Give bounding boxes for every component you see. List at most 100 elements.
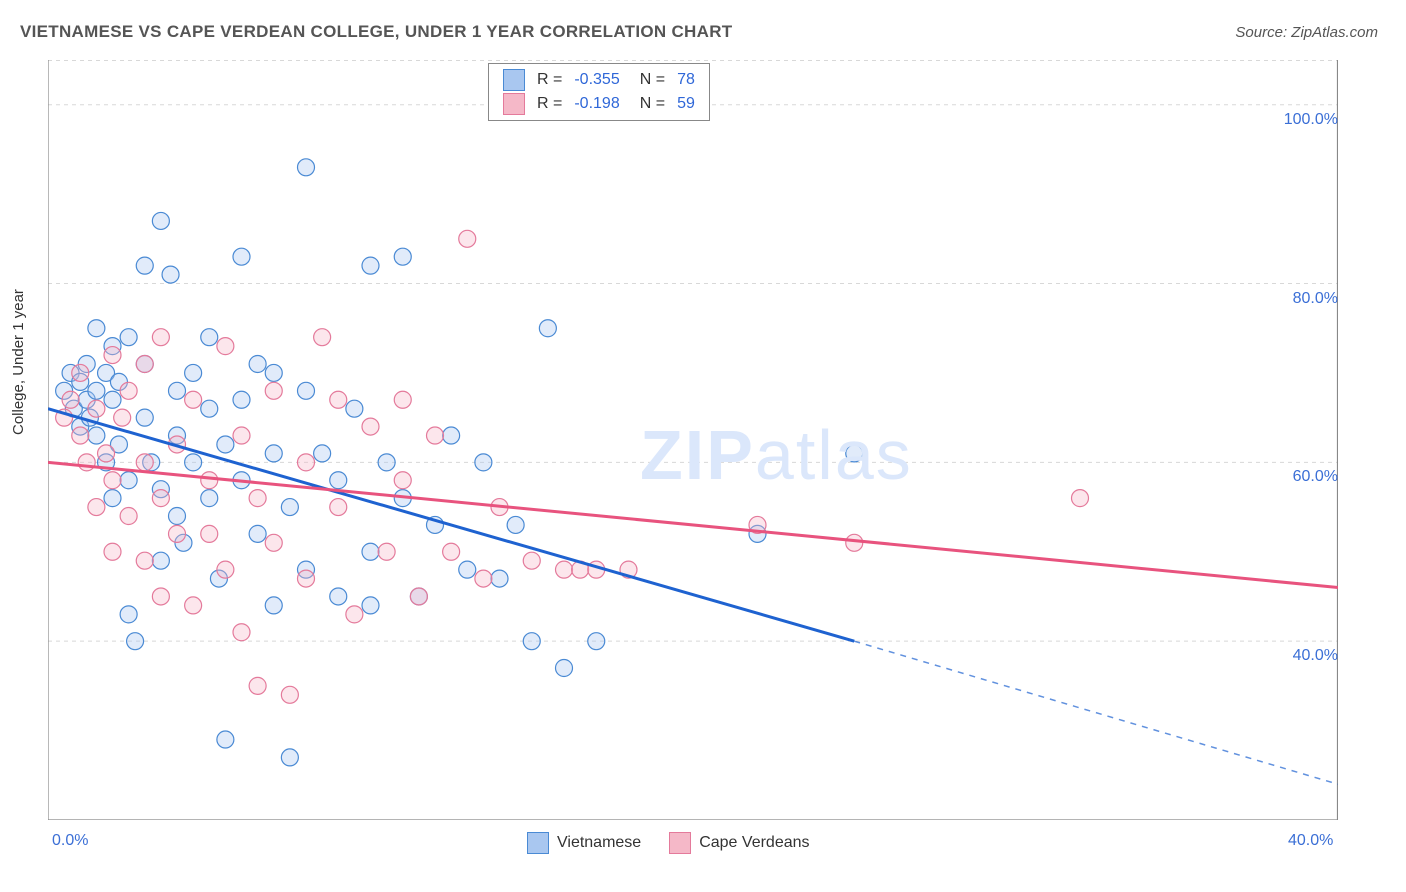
data-point bbox=[120, 472, 137, 489]
data-point bbox=[394, 472, 411, 489]
x-tick-label: 40.0% bbox=[1288, 832, 1333, 850]
legend-item: Cape Verdeans bbox=[669, 832, 809, 854]
n-label: N = bbox=[626, 68, 671, 92]
data-point bbox=[298, 382, 315, 399]
y-tick-label: 40.0% bbox=[1278, 647, 1338, 665]
data-point bbox=[281, 686, 298, 703]
data-point bbox=[1072, 490, 1089, 507]
data-point bbox=[217, 731, 234, 748]
y-tick-label: 100.0% bbox=[1278, 111, 1338, 129]
data-point bbox=[265, 382, 282, 399]
data-point bbox=[443, 543, 460, 560]
data-point bbox=[298, 570, 315, 587]
data-point bbox=[298, 454, 315, 471]
y-tick-label: 60.0% bbox=[1278, 468, 1338, 486]
legend-row: R =-0.198N =59 bbox=[497, 92, 701, 116]
data-point bbox=[136, 454, 153, 471]
data-point bbox=[249, 525, 266, 542]
legend-label: Vietnamese bbox=[557, 834, 641, 852]
series-legend: Vietnamese Cape Verdeans bbox=[527, 832, 838, 859]
chart-title: VIETNAMESE VS CAPE VERDEAN COLLEGE, UNDE… bbox=[20, 22, 732, 42]
n-value: 78 bbox=[671, 68, 701, 92]
data-point bbox=[152, 552, 169, 569]
y-axis-label: College, Under 1 year bbox=[10, 289, 27, 435]
data-point bbox=[459, 561, 476, 578]
data-point bbox=[556, 561, 573, 578]
data-point bbox=[523, 633, 540, 650]
data-point bbox=[410, 588, 427, 605]
data-point bbox=[185, 597, 202, 614]
data-point bbox=[346, 400, 363, 417]
data-point bbox=[298, 159, 315, 176]
data-point bbox=[185, 454, 202, 471]
data-point bbox=[507, 516, 524, 533]
data-point bbox=[127, 633, 144, 650]
data-point bbox=[88, 427, 105, 444]
r-value: -0.355 bbox=[568, 68, 625, 92]
data-point bbox=[104, 543, 121, 560]
data-point bbox=[72, 427, 89, 444]
correlation-legend: R =-0.355N =78R =-0.198N =59 bbox=[488, 63, 710, 121]
data-point bbox=[362, 418, 379, 435]
data-point bbox=[362, 257, 379, 274]
source-prefix: Source: bbox=[1235, 24, 1291, 41]
data-point bbox=[394, 248, 411, 265]
r-label: R = bbox=[531, 92, 568, 116]
data-point bbox=[249, 356, 266, 373]
y-tick-label: 80.0% bbox=[1278, 290, 1338, 308]
data-point bbox=[346, 606, 363, 623]
data-point bbox=[556, 660, 573, 677]
data-point bbox=[362, 597, 379, 614]
data-point bbox=[588, 633, 605, 650]
data-point bbox=[846, 534, 863, 551]
data-point bbox=[330, 391, 347, 408]
data-point bbox=[136, 257, 153, 274]
r-label: R = bbox=[531, 68, 568, 92]
data-point bbox=[78, 454, 95, 471]
data-point bbox=[152, 212, 169, 229]
data-point bbox=[265, 534, 282, 551]
legend-swatch bbox=[669, 832, 691, 854]
data-point bbox=[98, 445, 115, 462]
data-point bbox=[330, 499, 347, 516]
scatter-plot bbox=[48, 60, 1338, 820]
data-point bbox=[217, 338, 234, 355]
legend-item: Vietnamese bbox=[527, 832, 641, 854]
data-point bbox=[201, 472, 218, 489]
data-point bbox=[201, 490, 218, 507]
source-name: ZipAtlas.com bbox=[1291, 24, 1378, 41]
data-point bbox=[217, 436, 234, 453]
n-value: 59 bbox=[671, 92, 701, 116]
data-point bbox=[362, 543, 379, 560]
trend-line-extrapolated bbox=[854, 641, 1338, 784]
data-point bbox=[88, 320, 105, 337]
data-point bbox=[233, 624, 250, 641]
data-point bbox=[539, 320, 556, 337]
x-tick-label: 0.0% bbox=[52, 832, 88, 850]
legend-swatch bbox=[503, 69, 525, 91]
data-point bbox=[162, 266, 179, 283]
data-point bbox=[378, 543, 395, 560]
data-point bbox=[104, 472, 121, 489]
data-point bbox=[217, 561, 234, 578]
n-label: N = bbox=[626, 92, 671, 116]
data-point bbox=[185, 391, 202, 408]
data-point bbox=[72, 364, 89, 381]
data-point bbox=[104, 490, 121, 507]
data-point bbox=[169, 525, 186, 542]
data-point bbox=[88, 382, 105, 399]
data-point bbox=[88, 400, 105, 417]
data-point bbox=[152, 490, 169, 507]
r-value: -0.198 bbox=[568, 92, 625, 116]
legend-label: Cape Verdeans bbox=[699, 834, 809, 852]
data-point bbox=[265, 597, 282, 614]
data-point bbox=[120, 329, 137, 346]
trend-line bbox=[48, 462, 1338, 587]
data-point bbox=[459, 230, 476, 247]
data-point bbox=[475, 570, 492, 587]
data-point bbox=[523, 552, 540, 569]
data-point bbox=[120, 508, 137, 525]
data-point bbox=[265, 364, 282, 381]
data-point bbox=[443, 427, 460, 444]
data-point bbox=[233, 248, 250, 265]
